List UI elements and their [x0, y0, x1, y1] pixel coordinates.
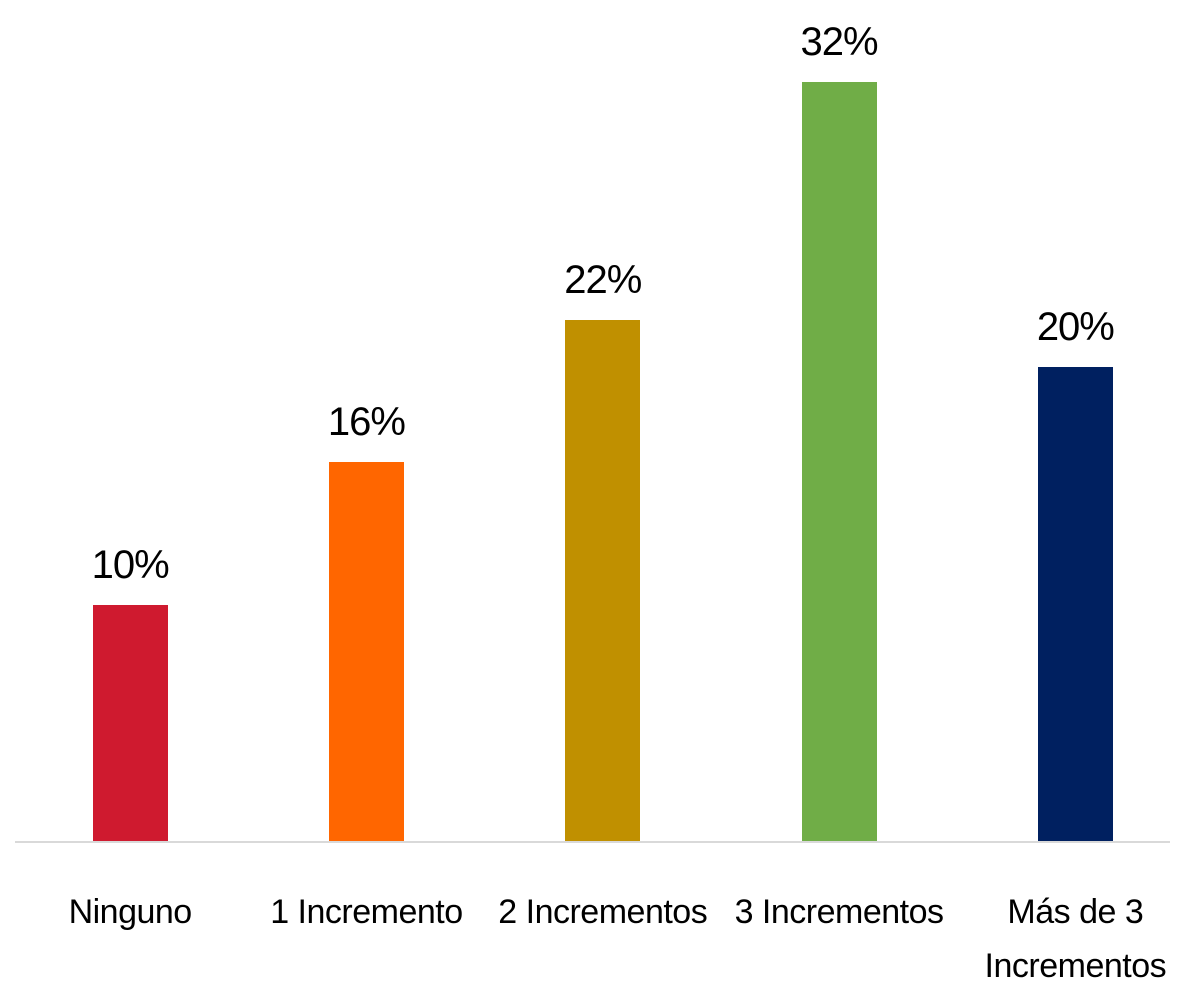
x-tick-label: Más de 3 Incrementos — [984, 893, 1167, 985]
bar — [565, 319, 641, 842]
value-label: 22% — [564, 257, 642, 302]
value-label: 16% — [327, 400, 406, 444]
x-axis — [15, 841, 1170, 843]
value-label: 10% — [91, 542, 170, 587]
bar — [92, 604, 168, 842]
x-tick-label: 1 Incremento — [270, 893, 463, 931]
x-tick-label: 2 Incrementos — [498, 893, 708, 931]
x-tick-label: 3 Incrementos — [734, 893, 944, 931]
value-label: 32% — [800, 20, 879, 64]
bar — [801, 82, 877, 842]
x-tick-label: Ninguno — [68, 893, 193, 931]
bar — [1037, 367, 1113, 842]
bar — [328, 462, 404, 842]
value-label: 20% — [1036, 305, 1115, 349]
